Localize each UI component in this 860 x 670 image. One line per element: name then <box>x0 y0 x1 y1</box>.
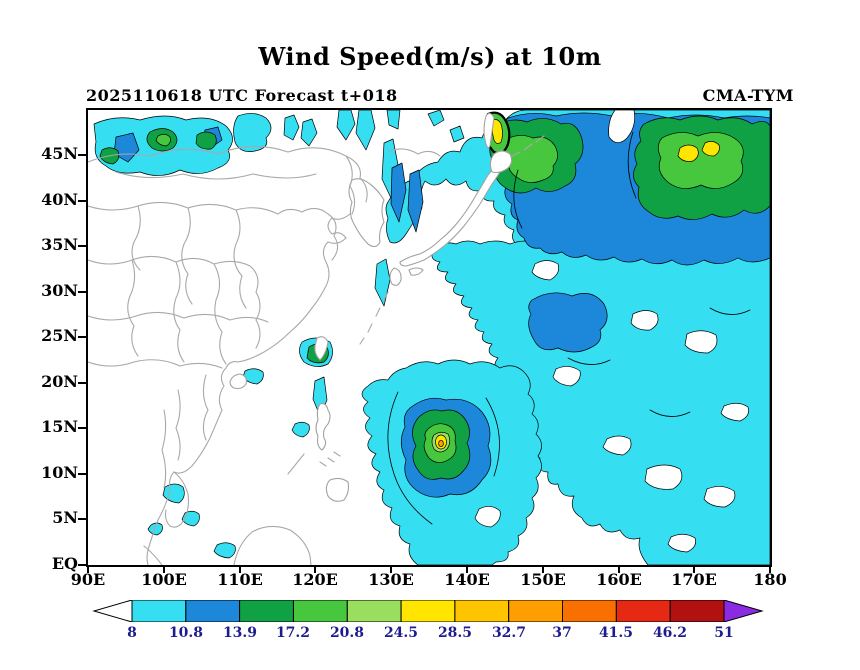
lon-tick <box>314 565 316 573</box>
lon-tick-label: 170E <box>671 570 717 589</box>
lat-tick <box>78 336 86 338</box>
lon-tick-label: 130E <box>368 570 414 589</box>
lat-tick <box>78 200 86 202</box>
lat-tick <box>78 382 86 384</box>
lon-tick-label: 100E <box>141 570 187 589</box>
lat-tick-label: 45N <box>41 144 78 163</box>
lat-tick-label: 15N <box>41 417 78 436</box>
land-masses <box>229 112 513 502</box>
lat-tick-label: 35N <box>41 235 78 254</box>
lat-tick-label: 30N <box>41 281 78 300</box>
colorbar-box <box>615 600 671 622</box>
colorbar-box <box>400 600 456 622</box>
lon-tick-label: 160E <box>596 570 642 589</box>
colorbar-box <box>293 600 348 622</box>
lon-tick <box>542 565 544 573</box>
lon-tick <box>466 565 468 573</box>
lon-tick <box>390 565 392 573</box>
map-plot-area <box>86 108 772 567</box>
colorbar-label: 41.5 <box>598 625 634 641</box>
forecast-init-label: 2025110618 UTC Forecast t+018 <box>86 86 398 105</box>
colorbar-label: 20.8 <box>329 625 365 641</box>
lat-tick <box>78 564 86 566</box>
colorbar-label: 28.5 <box>437 625 473 641</box>
lat-tick-label: EQ <box>51 554 78 573</box>
colorbar-label: 32.7 <box>491 625 527 641</box>
lat-tick-label: 25N <box>41 326 78 345</box>
wind-speed-map <box>88 110 770 565</box>
lon-tick-label: 180 <box>753 570 787 589</box>
colorbar-label: 46.2 <box>652 625 688 641</box>
chart-title: Wind Speed(m/s) at 10m <box>258 42 602 71</box>
lat-tick-label: 10N <box>41 463 78 482</box>
colorbar-box <box>669 600 725 622</box>
colorbar-box <box>454 600 510 622</box>
colorbar-under-arrow <box>92 600 133 622</box>
storm-gradient-core-yellow <box>491 119 503 144</box>
contour-lines <box>387 131 751 525</box>
lon-tick <box>163 565 165 573</box>
lon-tick <box>693 565 695 573</box>
colorbar-label: 24.5 <box>383 625 419 641</box>
lat-tick <box>78 291 86 293</box>
lat-tick-label: 20N <box>41 372 78 391</box>
lat-tick-label: 40N <box>41 190 78 209</box>
lon-tick-label: 140E <box>444 570 490 589</box>
lon-tick-label: 150E <box>520 570 566 589</box>
colorbar-box <box>239 600 294 622</box>
colorbar-over-arrow <box>723 600 764 622</box>
colorbar-box <box>562 600 617 622</box>
lon-tick-label: 110E <box>217 570 263 589</box>
typhoon-core <box>438 439 444 448</box>
lat-tick <box>78 154 86 156</box>
model-name-label: CMA-TYM <box>702 86 794 105</box>
lat-tick <box>78 427 86 429</box>
colorbar-box <box>508 600 564 622</box>
colorbar-label: 8 <box>127 625 137 641</box>
lat-tick <box>78 473 86 475</box>
colorbar-label: 13.9 <box>222 625 258 641</box>
lon-tick <box>239 565 241 573</box>
lon-tick-label: 120E <box>292 570 338 589</box>
lon-tick <box>87 565 89 573</box>
colorbar-label: 17.2 <box>275 625 311 641</box>
colorbar-label: 10.8 <box>168 625 204 641</box>
colorbar <box>92 600 764 622</box>
coastlines-borders <box>88 135 545 565</box>
lat-tick <box>78 518 86 520</box>
wind-below-8ms-holes <box>474 110 749 553</box>
lat-tick <box>78 245 86 247</box>
lon-tick-label: 90E <box>70 570 106 589</box>
colorbar-box <box>131 600 187 622</box>
lat-tick-label: 5N <box>52 508 78 527</box>
colorbar-box <box>346 600 402 622</box>
lon-tick <box>769 565 771 573</box>
colorbar-label: 51 <box>714 625 734 641</box>
colorbar-label: 37 <box>552 625 572 641</box>
colorbar-box <box>185 600 241 622</box>
lon-tick <box>618 565 620 573</box>
